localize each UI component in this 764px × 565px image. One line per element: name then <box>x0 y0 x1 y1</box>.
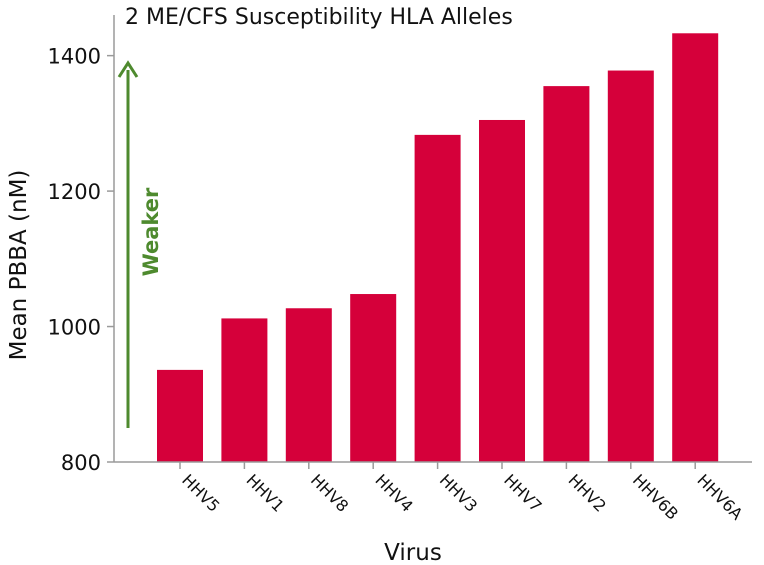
weaker-label: Weaker <box>139 187 163 276</box>
y-axis-label: Mean PBBA (nM) <box>6 170 32 361</box>
bar-hhv6a <box>672 33 719 462</box>
x-tick-label-hhv6b: HHV6B <box>629 470 682 523</box>
x-tick-label-hhv7: HHV7 <box>500 470 545 515</box>
y-axis-ticks: 800 1000 1200 1400 <box>48 45 114 475</box>
bar-hhv1 <box>221 318 268 462</box>
x-axis-ticks: HHV5 HHV1 HHV8 HHV4 HHV3 HHV7 HHV2 HHV6B HHV6A <box>178 462 747 524</box>
bars <box>157 33 719 463</box>
bar-hhv6b <box>607 70 654 462</box>
bar-hhv5 <box>157 369 203 462</box>
x-tick-label-hhv4: HHV4 <box>371 470 416 515</box>
x-tick-label-hhv6a: HHV6A <box>693 470 746 523</box>
bar-hhv4 <box>350 294 397 462</box>
chart-title: 2 ME/CFS Susceptibility HLA Alleles <box>125 5 513 30</box>
x-tick-label-hhv2: HHV2 <box>565 470 610 515</box>
weaker-arrow-head <box>117 60 139 78</box>
y-tick-label-3: 1400 <box>48 45 101 69</box>
y-tick-label-0: 800 <box>61 451 101 475</box>
bar-hhv2 <box>543 86 590 462</box>
x-tick-label-hhv5: HHV5 <box>178 470 223 515</box>
x-axis-label: Virus <box>384 540 442 565</box>
weaker-annotation: Weaker <box>117 60 163 428</box>
x-tick-label-hhv8: HHV8 <box>307 470 352 515</box>
y-tick-label-1: 1000 <box>48 316 101 340</box>
y-tick-label-2: 1200 <box>48 180 101 204</box>
x-tick-label-hhv1: HHV1 <box>243 470 288 515</box>
bar-hhv8 <box>285 308 332 462</box>
bar-hhv7 <box>479 119 525 463</box>
bar-hhv3 <box>414 134 461 463</box>
x-tick-label-hhv3: HHV3 <box>436 470 481 515</box>
